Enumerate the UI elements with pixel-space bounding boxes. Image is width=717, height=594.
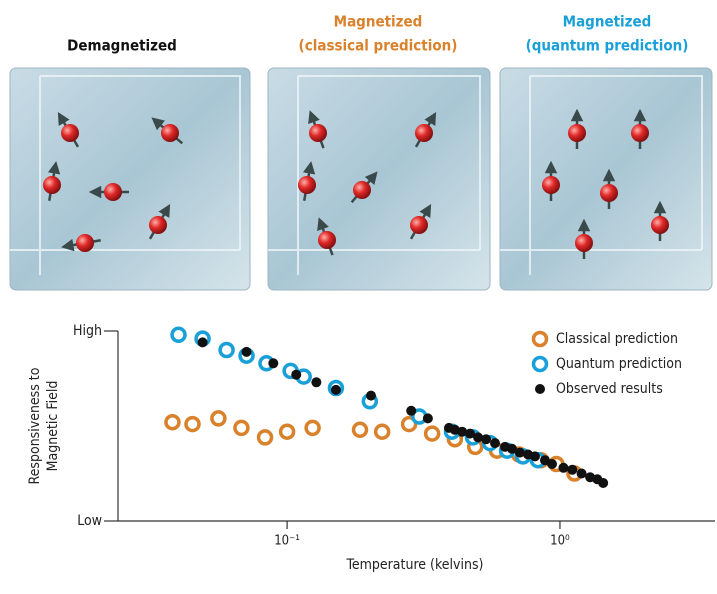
x-tick-label: 10⁰ bbox=[550, 534, 570, 549]
atom bbox=[61, 124, 79, 142]
atom bbox=[104, 183, 122, 201]
prediction-point bbox=[220, 344, 233, 357]
atom bbox=[318, 231, 336, 249]
prediction-point bbox=[306, 421, 319, 434]
observed-point bbox=[242, 347, 252, 357]
x-axis-title: Temperature (kelvins) bbox=[346, 557, 484, 573]
observed-point bbox=[577, 469, 587, 479]
prediction-point bbox=[376, 425, 389, 438]
observed-point bbox=[481, 434, 491, 444]
atom bbox=[415, 124, 433, 142]
prediction-point bbox=[259, 431, 272, 444]
observed-point bbox=[268, 358, 278, 368]
atom bbox=[410, 216, 428, 234]
prediction-point bbox=[166, 416, 179, 429]
atom bbox=[651, 216, 669, 234]
illustrations: Demagnetized Magnetized (classical predict… bbox=[10, 13, 712, 291]
prediction-point bbox=[172, 328, 185, 341]
y-tick-label: Low bbox=[77, 513, 102, 529]
observed-point bbox=[423, 413, 433, 423]
atom bbox=[353, 181, 371, 199]
observed-point bbox=[366, 391, 376, 401]
observed-point bbox=[567, 465, 577, 475]
observed-point bbox=[198, 337, 208, 347]
legend-label: Observed results bbox=[556, 381, 663, 397]
atom bbox=[298, 176, 316, 194]
prediction-point bbox=[354, 423, 367, 436]
legend-marker bbox=[534, 333, 547, 346]
atom bbox=[542, 176, 560, 194]
legend-marker bbox=[534, 358, 547, 371]
panel-title: Magnetized bbox=[334, 13, 423, 31]
panel-title: (classical prediction) bbox=[299, 37, 458, 55]
observed-point bbox=[490, 438, 500, 448]
observed-point bbox=[530, 451, 540, 461]
legend-label: Classical prediction bbox=[556, 331, 678, 347]
prediction-point bbox=[186, 418, 199, 431]
legend-marker bbox=[535, 384, 545, 394]
prediction-point bbox=[281, 425, 294, 438]
legend-label: Quantum prediction bbox=[556, 356, 682, 372]
atom bbox=[631, 124, 649, 142]
figure: Demagnetized Magnetized (classical predict… bbox=[0, 0, 717, 594]
panel-title: (quantum prediction) bbox=[526, 37, 689, 55]
y-axis-title: Responsiveness to bbox=[27, 367, 43, 484]
x-tick-label: 10⁻¹ bbox=[274, 534, 300, 549]
observed-point bbox=[558, 463, 568, 473]
panel-title: Magnetized bbox=[563, 13, 652, 31]
prediction-point bbox=[426, 427, 439, 440]
prediction-point bbox=[212, 412, 225, 425]
atom bbox=[575, 234, 593, 252]
ice-cube bbox=[500, 68, 712, 290]
atom bbox=[600, 184, 618, 202]
atom bbox=[149, 216, 167, 234]
atom bbox=[161, 124, 179, 142]
atom bbox=[43, 176, 61, 194]
atom bbox=[76, 234, 94, 252]
chart: Low High 10⁻¹ 10⁰ Temperature (kelvins) Respo… bbox=[27, 323, 715, 573]
atom bbox=[568, 124, 586, 142]
prediction-point bbox=[235, 421, 248, 434]
atom bbox=[309, 124, 327, 142]
y-tick-label: High bbox=[73, 323, 102, 339]
observed-point bbox=[291, 370, 301, 380]
observed-point bbox=[406, 406, 416, 416]
observed-point bbox=[547, 459, 557, 469]
observed-point bbox=[331, 385, 341, 395]
observed-point bbox=[598, 478, 608, 488]
y-axis-title: Magnetic Field bbox=[45, 381, 61, 472]
observed-point bbox=[311, 377, 321, 387]
panel-title: Demagnetized bbox=[67, 37, 177, 55]
